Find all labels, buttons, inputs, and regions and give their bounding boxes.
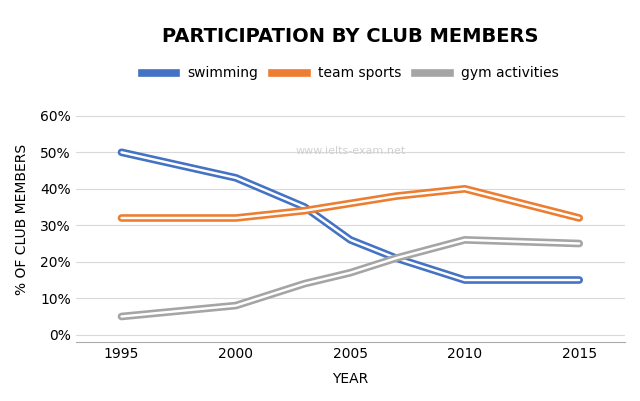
Y-axis label: % OF CLUB MEMBERS: % OF CLUB MEMBERS — [15, 144, 29, 296]
Legend: swimming, team sports, gym activities: swimming, team sports, gym activities — [136, 61, 564, 86]
Title: PARTICIPATION BY CLUB MEMBERS: PARTICIPATION BY CLUB MEMBERS — [162, 27, 539, 46]
X-axis label: YEAR: YEAR — [332, 372, 369, 386]
Text: www.ielts-exam.net: www.ielts-exam.net — [295, 146, 406, 156]
